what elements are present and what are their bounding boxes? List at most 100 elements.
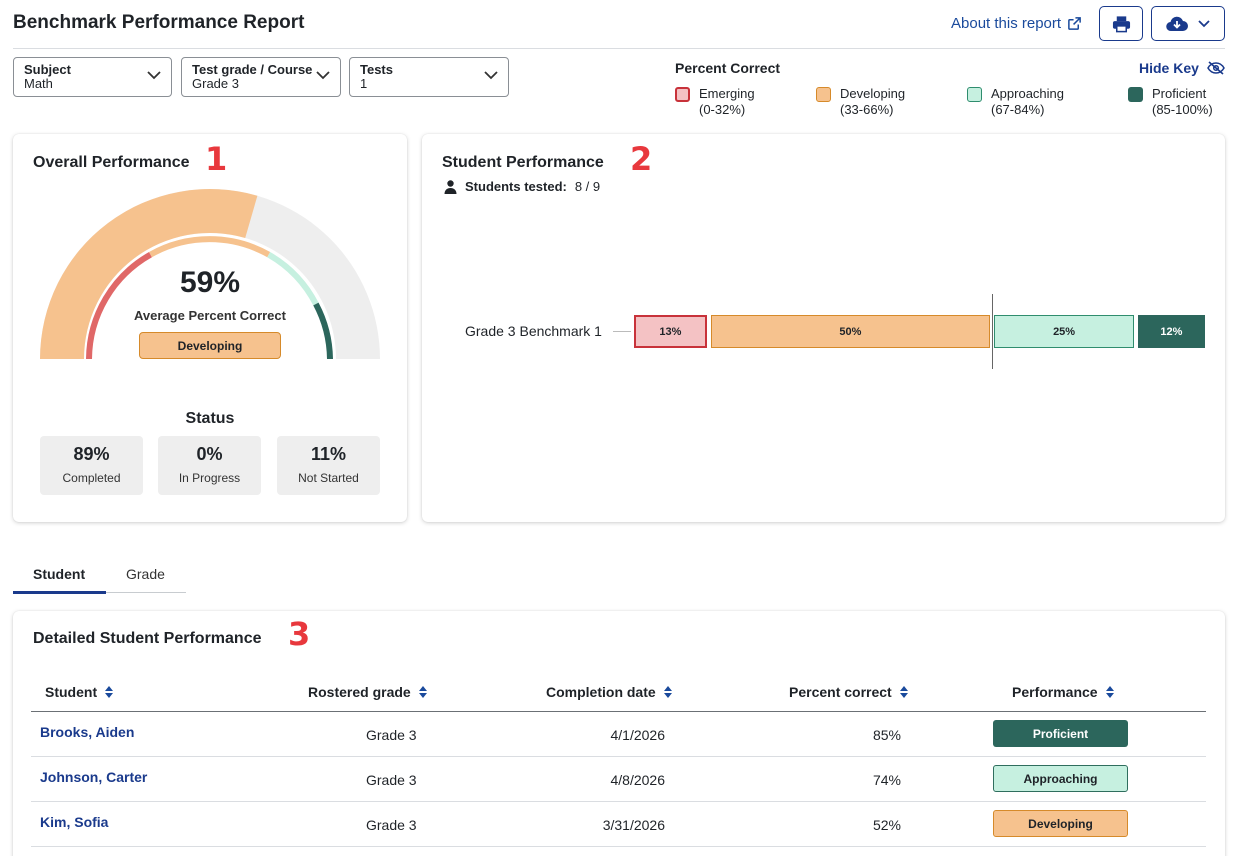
subject-select[interactable]: Subject Math (13, 57, 172, 97)
gauge-subtitle: Average Percent Correct (134, 308, 286, 323)
key-name: Developing (840, 86, 906, 101)
subject-select-label: Subject (24, 62, 71, 77)
overall-performance-title: Overall Performance (33, 154, 190, 171)
column-header-label: Student (45, 684, 98, 700)
percent-correct-cell: 52% (872, 817, 901, 833)
about-report-label: About this report (951, 15, 1062, 32)
hide-key-label: Hide Key (1139, 60, 1199, 76)
page-title: Benchmark Performance Report (13, 12, 305, 33)
student-name-link[interactable]: Brooks, Aiden (40, 724, 135, 740)
rostered-grade-cell: Grade 3 (366, 727, 417, 743)
student-performance-card: Student Performance 2 Students tested: 8… (422, 134, 1225, 522)
about-report-link[interactable]: About this report (951, 15, 1082, 32)
person-icon (444, 179, 457, 194)
student-name-link[interactable]: Johnson, Carter (40, 769, 148, 785)
chevron-down-icon (1198, 19, 1210, 27)
key-item-emerging: Emerging (0-32%) (675, 86, 755, 118)
key-range: (85-100%) (1152, 102, 1213, 117)
tests-select-value: 1 (360, 76, 368, 91)
gauge-chart (40, 189, 380, 360)
key-range: (0-32%) (699, 102, 746, 117)
gauge-band-emerging (86, 251, 152, 360)
status-title: Status (185, 410, 235, 427)
print-button[interactable] (1099, 6, 1143, 41)
column-header-student[interactable]: Student (45, 684, 114, 700)
key-item-proficient: Proficient (85-100%) (1128, 86, 1213, 118)
key-swatch (1128, 87, 1143, 102)
gauge-band-proficient (313, 302, 333, 360)
cloud-download-icon (1166, 16, 1188, 32)
gauge-percent: 59% (179, 266, 241, 299)
key-range: (33-66%) (840, 102, 894, 117)
column-header-completion-date[interactable]: Completion date (546, 684, 672, 700)
status-label: Completed (62, 471, 121, 485)
performance-badge: Proficient (993, 720, 1128, 747)
performance-level-badge: Developing (139, 332, 281, 359)
key-swatch (967, 87, 982, 102)
column-header-percent-correct[interactable]: Percent correct (789, 684, 908, 700)
sort-icon (1105, 686, 1114, 698)
status-value: 0% (196, 444, 223, 464)
status-value: 89% (73, 444, 110, 464)
percent-correct-cell: 74% (872, 772, 901, 788)
key-title: Percent Correct (675, 60, 781, 76)
column-header-label: Performance (1012, 684, 1098, 700)
eye-slash-icon (1207, 61, 1225, 75)
bar-segment-emerging[interactable]: 13% (634, 315, 707, 348)
status-value: 11% (310, 444, 347, 464)
completion-date-cell: 3/31/2026 (602, 817, 665, 833)
bar-segment-approaching[interactable]: 25% (994, 315, 1134, 348)
gauge-band-approaching (267, 251, 319, 306)
annotation-number: 2 (630, 140, 653, 178)
table-row-divider (31, 801, 1206, 802)
chevron-down-icon (484, 71, 498, 80)
active-tab-indicator (13, 591, 106, 594)
sort-icon (418, 686, 427, 698)
bar-row-tick (613, 331, 631, 332)
bar-segment-proficient[interactable]: 12% (1137, 315, 1205, 348)
gauge-fill (40, 189, 258, 359)
student-name-link[interactable]: Kim, Sofia (40, 814, 109, 830)
percent-correct-cell: 85% (872, 727, 901, 743)
key-item-approaching: Approaching (67-84%) (967, 86, 1064, 118)
annotation-number: 3 (288, 615, 311, 653)
column-header-rostered-grade[interactable]: Rostered grade (308, 684, 427, 700)
hide-key-button[interactable]: Hide Key (1139, 60, 1225, 76)
key-swatch (675, 87, 690, 102)
table-row-divider (31, 846, 1206, 847)
test-grade-select-label: Test grade / Course (192, 62, 313, 77)
completion-date-cell: 4/8/2026 (610, 772, 666, 788)
performance-badge: Approaching (993, 765, 1128, 792)
column-header-performance[interactable]: Performance (1012, 684, 1114, 700)
external-link-icon (1068, 17, 1081, 30)
key-name: Emerging (699, 86, 755, 101)
header-divider (13, 48, 1225, 49)
printer-icon (1112, 15, 1130, 32)
tab-student[interactable]: Student (33, 566, 86, 582)
annotation-number: 1 (205, 140, 228, 178)
students-tested: Students tested: 8 / 9 (444, 179, 600, 194)
key-item-developing: Developing (33-66%) (816, 86, 905, 118)
table-header-divider (31, 711, 1206, 712)
column-header-label: Percent correct (789, 684, 892, 700)
chevron-down-icon (316, 71, 330, 80)
bar-segment-developing[interactable]: 50% (710, 315, 991, 348)
tests-select-label: Tests (360, 62, 393, 77)
test-grade-select[interactable]: Test grade / Course Grade 3 (181, 57, 341, 97)
tab-grade[interactable]: Grade (126, 566, 165, 582)
status-not-started: 11% Not Started (277, 436, 380, 495)
column-header-label: Completion date (546, 684, 656, 700)
students-tested-value: 8 / 9 (574, 179, 601, 194)
sort-icon (899, 686, 908, 698)
average-marker-line (992, 294, 993, 369)
download-menu-button[interactable] (1151, 6, 1225, 41)
table-row-divider (31, 756, 1206, 757)
gauge-band-developing (149, 236, 271, 258)
sort-icon (663, 686, 672, 698)
student-performance-title: Student Performance (442, 154, 604, 171)
tests-select[interactable]: Tests 1 (349, 57, 509, 97)
overall-performance-card: Overall Performance 1 59% Average Percen… (13, 134, 407, 522)
completion-date-cell: 4/1/2026 (610, 727, 666, 743)
column-header-label: Rostered grade (308, 684, 411, 700)
key-name: Approaching (991, 86, 1064, 101)
